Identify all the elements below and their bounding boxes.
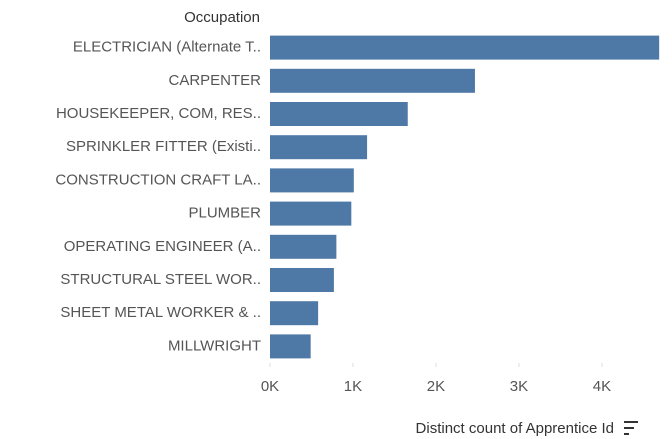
bar [270,35,660,60]
y-tick-label: CONSTRUCTION CRAFT LA.. [55,171,261,188]
sort-icon-bar [624,433,629,435]
y-tick-label: CARPENTER [168,72,261,89]
sort-icon[interactable] [624,421,638,435]
x-tick-label: 0K [261,378,279,395]
x-axis-title: Distinct count of Apprentice Id [416,420,614,437]
x-tick-label: 3K [510,378,528,395]
bar [270,268,334,292]
bar [270,201,352,226]
bar [270,168,354,193]
sort-icon-bar [624,427,634,429]
y-axis-title: Occupation [184,9,260,26]
y-tick-label: SHEET METAL WORKER & .. [60,304,261,321]
y-tick-label: MILLWRIGHT [168,337,261,354]
y-tick-label: HOUSEKEEPER, COM, RES.. [56,105,261,122]
x-tick-label: 1K [344,378,362,395]
bar [270,135,368,160]
y-tick-label: PLUMBER [188,205,261,222]
bar [270,68,475,93]
bar [270,301,319,326]
y-tick-label: ELECTRICIAN (Alternate T.. [73,39,261,56]
bar [270,102,408,126]
y-tick-label: OPERATING ENGINEER (A.. [64,238,261,255]
sort-icon-bar [624,421,638,423]
bar [270,334,311,359]
x-tick-label: 2K [427,378,445,395]
bar [270,234,337,259]
y-tick-label: SPRINKLER FITTER (Existi.. [66,138,261,155]
x-tick-label: 4K [593,378,611,395]
y-tick-label: STRUCTURAL STEEL WOR.. [60,271,261,288]
